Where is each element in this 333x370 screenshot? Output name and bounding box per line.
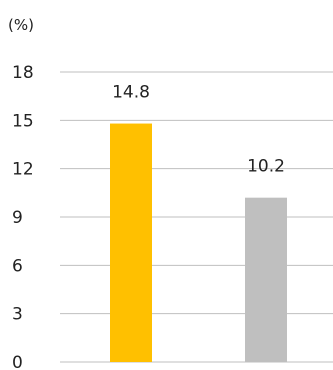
- y-tick-label-6: 6: [12, 256, 23, 276]
- data-label-2: 10.2: [247, 157, 285, 177]
- bar-2: [245, 197, 287, 362]
- y-axis-unit-label: (%): [8, 16, 34, 34]
- y-axis-tick-labels: 0 3 6 9 12 15 18: [12, 63, 34, 370]
- gridlines: [60, 71, 333, 363]
- data-labels: 14.8 10.2: [112, 83, 285, 177]
- y-tick-label-3: 3: [12, 305, 23, 325]
- bar-1: [110, 123, 152, 362]
- y-tick-label-9: 9: [12, 208, 23, 228]
- y-tick-label-0: 0: [12, 353, 23, 370]
- y-tick-label-12: 12: [12, 160, 34, 180]
- y-tick-label-15: 15: [12, 111, 34, 131]
- data-label-1: 14.8: [112, 83, 150, 103]
- bars: [110, 123, 287, 362]
- y-tick-label-18: 18: [12, 63, 34, 83]
